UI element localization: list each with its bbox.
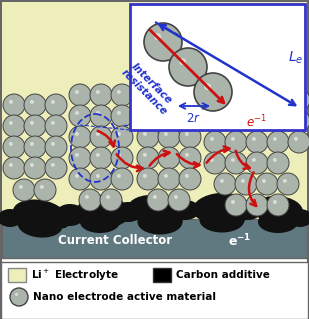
Text: Li$^+$ Electrolyte: Li$^+$ Electrolyte xyxy=(31,267,119,283)
Text: Carbon additive: Carbon additive xyxy=(176,270,270,280)
Circle shape xyxy=(100,189,122,211)
Circle shape xyxy=(9,121,13,125)
Circle shape xyxy=(90,147,112,169)
Circle shape xyxy=(85,195,89,199)
Text: Nano electrode active material: Nano electrode active material xyxy=(33,292,216,302)
Circle shape xyxy=(225,89,247,111)
Circle shape xyxy=(158,84,180,106)
Circle shape xyxy=(225,110,247,132)
Circle shape xyxy=(117,174,121,178)
Circle shape xyxy=(117,111,121,115)
Circle shape xyxy=(235,173,257,195)
Ellipse shape xyxy=(40,211,70,229)
Text: Current Collector: Current Collector xyxy=(58,234,172,248)
Circle shape xyxy=(75,132,79,136)
Circle shape xyxy=(267,152,289,174)
Circle shape xyxy=(30,121,34,125)
Circle shape xyxy=(225,194,247,216)
Circle shape xyxy=(10,288,28,306)
Circle shape xyxy=(96,90,100,94)
Circle shape xyxy=(164,90,168,94)
Circle shape xyxy=(137,105,159,127)
Circle shape xyxy=(288,131,309,153)
Circle shape xyxy=(204,152,226,174)
Circle shape xyxy=(241,179,245,183)
Text: $e^{-1}$: $e^{-1}$ xyxy=(246,114,267,130)
Circle shape xyxy=(137,147,159,169)
Circle shape xyxy=(90,105,112,127)
Circle shape xyxy=(96,132,100,136)
Circle shape xyxy=(204,83,211,90)
Circle shape xyxy=(111,168,133,190)
Circle shape xyxy=(267,131,289,153)
Circle shape xyxy=(158,105,180,127)
Circle shape xyxy=(262,179,266,183)
Circle shape xyxy=(144,23,182,61)
Circle shape xyxy=(75,174,79,178)
Circle shape xyxy=(204,110,226,132)
Circle shape xyxy=(24,94,46,116)
Circle shape xyxy=(267,89,289,111)
Circle shape xyxy=(137,126,159,148)
Circle shape xyxy=(231,95,235,99)
Circle shape xyxy=(185,90,189,94)
Ellipse shape xyxy=(128,195,182,225)
Circle shape xyxy=(194,73,232,111)
Circle shape xyxy=(158,147,180,169)
Circle shape xyxy=(256,173,278,195)
Circle shape xyxy=(111,126,133,148)
Circle shape xyxy=(277,173,299,195)
Circle shape xyxy=(90,84,112,106)
Circle shape xyxy=(106,195,110,199)
Circle shape xyxy=(246,110,268,132)
Circle shape xyxy=(174,195,178,199)
Circle shape xyxy=(204,131,226,153)
Circle shape xyxy=(210,116,214,120)
Circle shape xyxy=(220,179,224,183)
Ellipse shape xyxy=(138,210,183,234)
Circle shape xyxy=(273,95,277,99)
Circle shape xyxy=(111,147,133,169)
Circle shape xyxy=(294,95,298,99)
FancyBboxPatch shape xyxy=(130,4,305,130)
Ellipse shape xyxy=(234,200,262,220)
FancyBboxPatch shape xyxy=(1,262,308,319)
Circle shape xyxy=(147,189,169,211)
Circle shape xyxy=(51,100,55,104)
Circle shape xyxy=(252,95,256,99)
Circle shape xyxy=(267,110,289,132)
Circle shape xyxy=(179,105,201,127)
Circle shape xyxy=(231,137,235,141)
Circle shape xyxy=(154,33,161,40)
Circle shape xyxy=(143,111,147,115)
Circle shape xyxy=(185,111,189,115)
Circle shape xyxy=(34,179,56,201)
Circle shape xyxy=(168,189,190,211)
Circle shape xyxy=(288,89,309,111)
Circle shape xyxy=(137,168,159,190)
Circle shape xyxy=(96,111,100,115)
Circle shape xyxy=(273,200,277,204)
Ellipse shape xyxy=(193,193,248,223)
Circle shape xyxy=(267,194,289,216)
Circle shape xyxy=(69,84,91,106)
Circle shape xyxy=(9,142,13,146)
Circle shape xyxy=(153,195,157,199)
Ellipse shape xyxy=(55,204,85,226)
Circle shape xyxy=(164,132,168,136)
Circle shape xyxy=(164,153,168,157)
Ellipse shape xyxy=(287,209,309,227)
Circle shape xyxy=(179,168,201,190)
Circle shape xyxy=(185,132,189,136)
Circle shape xyxy=(24,157,46,179)
Circle shape xyxy=(169,48,207,86)
Circle shape xyxy=(158,168,180,190)
Circle shape xyxy=(273,116,277,120)
Circle shape xyxy=(231,116,235,120)
Ellipse shape xyxy=(153,210,183,226)
Circle shape xyxy=(45,115,67,137)
Circle shape xyxy=(179,147,201,169)
Text: $L_e$: $L_e$ xyxy=(288,50,303,66)
Circle shape xyxy=(143,153,147,157)
